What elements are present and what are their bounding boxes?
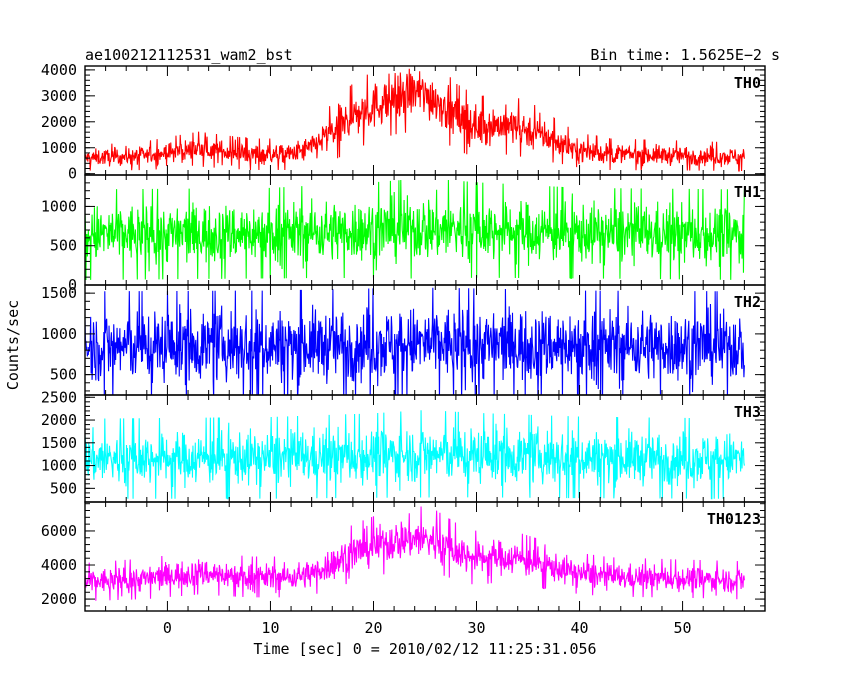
y-tick-label: 1500	[41, 284, 77, 302]
y-tick-label: 500	[50, 366, 77, 384]
panel-label-th0: TH0	[734, 74, 761, 92]
panel-label-th3: TH3	[734, 403, 761, 421]
y-tick-label: 1000	[41, 457, 77, 475]
y-tick-label: 4000	[41, 556, 77, 574]
series-th0123-trace	[85, 506, 745, 601]
y-tick-label: 2500	[41, 388, 77, 406]
y-tick-label: 4000	[41, 61, 77, 79]
x-tick-label: 20	[364, 619, 382, 637]
y-tick-label: 500	[50, 237, 77, 255]
bin-time-label: Bin time: 1.5625E−2 s	[590, 46, 780, 64]
series-th0-trace	[85, 68, 745, 172]
series-th3-trace	[85, 410, 745, 500]
y-tick-label: 6000	[41, 522, 77, 540]
x-tick-label: 40	[571, 619, 589, 637]
chart-title: ae100212112531_wam2_bst	[85, 46, 293, 64]
panel-label-th0123: TH0123	[707, 510, 761, 528]
panel-label-th1: TH1	[734, 183, 761, 201]
x-tick-label: 10	[261, 619, 279, 637]
x-tick-label: 30	[467, 619, 485, 637]
x-axis-label: Time [sec] 0 = 2010/02/12 11:25:31.056	[253, 640, 596, 658]
x-tick-label: 50	[674, 619, 692, 637]
series-th2-trace	[85, 287, 745, 395]
y-tick-label: 1000	[41, 325, 77, 343]
y-tick-label: 2000	[41, 590, 77, 608]
y-tick-label: 1000	[41, 197, 77, 215]
y-tick-label: 3000	[41, 87, 77, 105]
y-tick-label: 1000	[41, 139, 77, 157]
panel-th0123-frame	[84, 501, 766, 612]
x-tick-label: 0	[163, 619, 172, 637]
y-tick-label: 2000	[41, 113, 77, 131]
panels-group: 01000200030004000TH005001000TH1500100015…	[41, 61, 766, 637]
series-th1-trace	[85, 179, 745, 280]
y-tick-label: 1500	[41, 434, 77, 452]
y-tick-label: 0	[68, 165, 77, 183]
y-axis-label: Counts/sec	[4, 300, 22, 390]
y-tick-label: 0	[68, 276, 77, 294]
panel-label-th2: TH2	[734, 293, 761, 311]
y-tick-label: 500	[50, 479, 77, 497]
y-tick-label: 2000	[41, 411, 77, 429]
